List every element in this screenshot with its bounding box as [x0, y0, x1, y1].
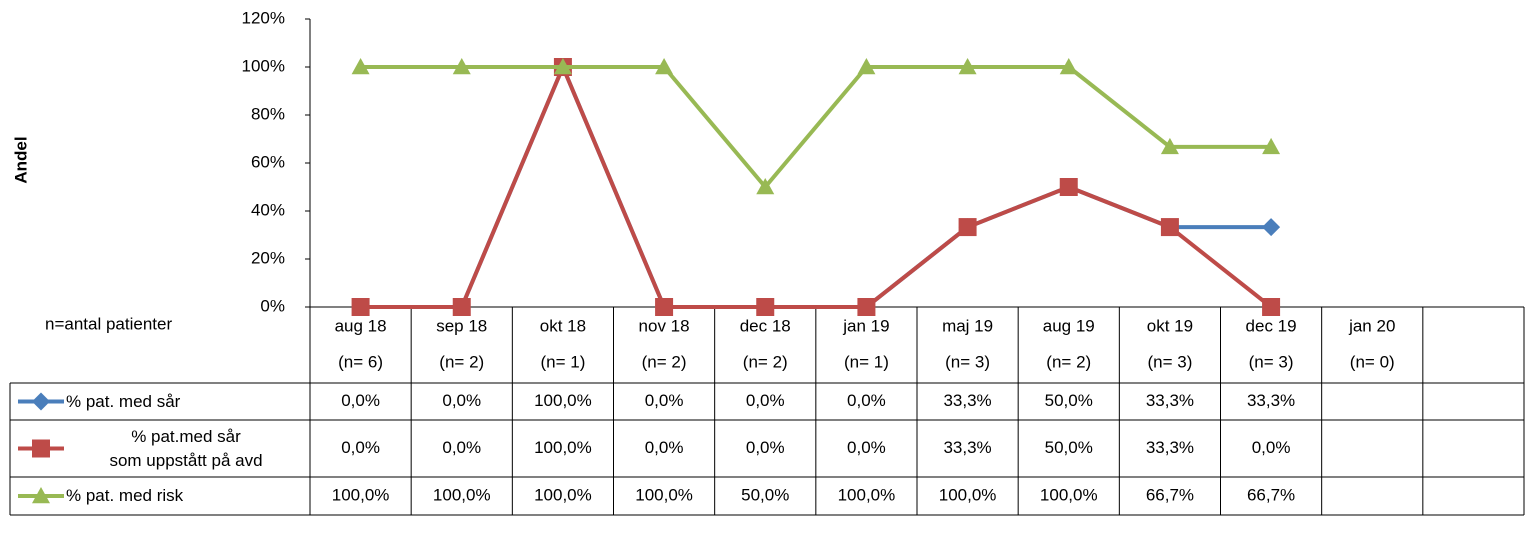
legend-label-box: % pat.med sår som uppstått på avd	[109, 426, 263, 470]
point-marker	[655, 58, 674, 75]
x-tick-label: maj 19	[942, 316, 993, 335]
value-label: 0,0%	[645, 391, 684, 410]
point-marker	[351, 58, 370, 75]
point-marker	[553, 58, 572, 75]
y-tick-label: 0%	[260, 296, 285, 315]
value-label: 33,3%	[1247, 391, 1295, 410]
y-axis-label: Andel	[11, 136, 30, 183]
n-label: (n= 2)	[1046, 352, 1091, 371]
value-label: 0,0%	[341, 391, 380, 410]
value-label: 0,0%	[847, 438, 886, 457]
point-marker	[452, 58, 471, 75]
value-label: 33,3%	[1146, 391, 1194, 410]
point-marker	[1059, 58, 1078, 75]
value-label: 50,0%	[741, 485, 789, 504]
value-label: 100,0%	[1040, 485, 1098, 504]
value-label: 0,0%	[746, 391, 785, 410]
series-line	[360, 65, 1273, 309]
point-marker	[857, 58, 876, 75]
value-label: 50,0%	[1045, 391, 1093, 410]
point-marker	[857, 298, 876, 316]
value-label: 100,0%	[534, 438, 592, 457]
legend-label: % pat.med sår som uppstått på avd	[109, 426, 263, 470]
legend-marker	[32, 392, 50, 411]
value-label: 100,0%	[838, 485, 896, 504]
point-marker	[1160, 137, 1179, 155]
n-label: (n= 0)	[1350, 352, 1395, 371]
n-label: (n= 6)	[338, 352, 383, 371]
series-line	[360, 65, 1272, 189]
y-tick-label: 100%	[242, 56, 285, 75]
n-label: (n= 1)	[540, 352, 585, 371]
value-label: 0,0%	[746, 438, 785, 457]
point-marker	[958, 218, 977, 237]
n-label: (n= 3)	[1249, 352, 1294, 371]
y-tick-label: 120%	[242, 8, 285, 27]
x-tick-label: okt 18	[540, 316, 586, 335]
value-label: 33,3%	[1146, 438, 1194, 457]
point-marker	[1262, 298, 1281, 316]
value-label: 100,0%	[332, 485, 390, 504]
value-label: 66,7%	[1247, 485, 1295, 504]
value-label: 0,0%	[341, 438, 380, 457]
n-label: (n= 1)	[844, 352, 889, 371]
point-marker	[756, 178, 775, 195]
value-label: 100,0%	[534, 485, 592, 504]
value-label: 0,0%	[442, 438, 481, 457]
y-tick-label: 40%	[251, 200, 285, 219]
legend-label: % pat. med sår	[66, 391, 181, 411]
value-label: 66,7%	[1146, 485, 1194, 504]
x-tick-label: jan 19	[842, 316, 889, 335]
point-marker	[351, 298, 370, 316]
point-marker	[1059, 178, 1078, 196]
y-tick-label: 20%	[251, 248, 285, 267]
n-label: (n= 3)	[1147, 352, 1192, 371]
x-tick-label: aug 18	[335, 316, 387, 335]
value-label: 0,0%	[847, 391, 886, 410]
legend-marker	[32, 487, 50, 504]
x-tick-label: dec 18	[740, 316, 791, 335]
series-line	[360, 65, 1272, 309]
n-note: n=antal patienter	[45, 314, 172, 333]
value-label: 0,0%	[442, 391, 481, 410]
value-label: 100,0%	[635, 485, 693, 504]
point-marker	[1160, 218, 1179, 237]
x-tick-label: aug 19	[1043, 316, 1095, 335]
value-label: 0,0%	[645, 438, 684, 457]
value-label: 100,0%	[939, 485, 997, 504]
legend-label-box: % pat. med sår	[66, 391, 181, 411]
value-label: 0,0%	[1252, 438, 1291, 457]
legend-label: % pat. med risk	[66, 486, 184, 505]
value-label: 33,3%	[943, 391, 991, 410]
y-tick-label: 60%	[251, 152, 285, 171]
value-label: 33,3%	[943, 438, 991, 457]
x-tick-label: dec 19	[1246, 316, 1297, 335]
value-label: 100,0%	[534, 391, 592, 410]
x-tick-label: okt 19	[1147, 316, 1193, 335]
value-label: 50,0%	[1045, 438, 1093, 457]
point-marker	[1262, 218, 1281, 237]
point-marker	[452, 298, 471, 316]
n-label: (n= 2)	[439, 352, 484, 371]
n-label: (n= 3)	[945, 352, 990, 371]
legend-marker	[32, 439, 50, 458]
y-tick-label: 80%	[251, 104, 285, 123]
point-marker	[655, 298, 674, 316]
point-marker	[1262, 137, 1281, 155]
x-tick-label: nov 18	[639, 316, 690, 335]
x-tick-label: jan 20	[1348, 316, 1395, 335]
n-label: (n= 2)	[642, 352, 687, 371]
point-marker	[958, 58, 977, 75]
point-marker	[756, 298, 775, 316]
n-label: (n= 2)	[743, 352, 788, 371]
x-tick-label: sep 18	[436, 316, 487, 335]
value-label: 100,0%	[433, 485, 491, 504]
legend-label-box: % pat. med risk	[66, 486, 184, 505]
